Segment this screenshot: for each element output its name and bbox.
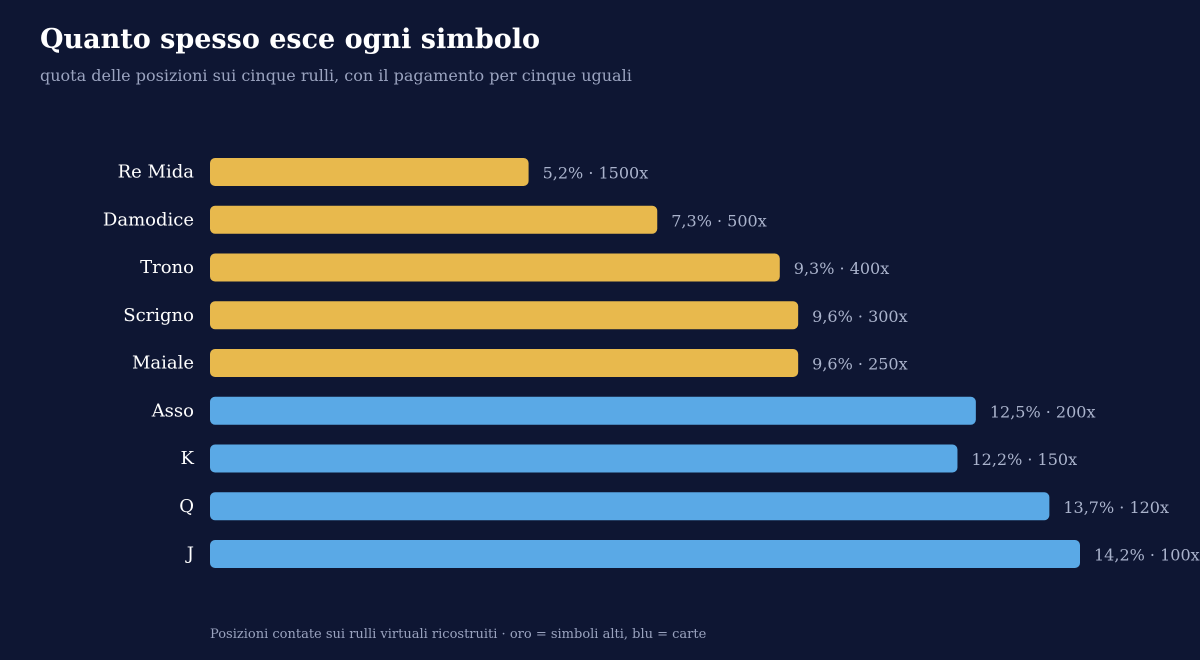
- chart-subtitle: quota delle posizioni sui cinque rulli, …: [40, 66, 632, 85]
- category-label: J: [185, 544, 194, 565]
- category-label: Maiale: [132, 353, 194, 374]
- bar: [210, 158, 529, 186]
- bar: [210, 444, 958, 473]
- value-label: 9,6% · 250x: [812, 355, 907, 374]
- bar: [210, 492, 1050, 521]
- category-label: Trono: [140, 257, 194, 278]
- bar: [210, 301, 799, 330]
- bar-chart: Re Mida 5,2% · 1500x Damodice 7,3% · 500x Tr…: [103, 158, 1200, 568]
- chart-title: Quanto spesso esce ogni simbolo: [40, 24, 540, 55]
- category-label: K: [181, 448, 195, 469]
- chart-footnote: Posizioni contate sui rulli virtuali ric…: [210, 627, 707, 642]
- category-label: Scrigno: [123, 305, 194, 326]
- value-label: 5,2% · 1500x: [543, 164, 649, 183]
- bar: [210, 349, 799, 377]
- bar: [210, 253, 780, 282]
- value-label: 9,3% · 400x: [794, 259, 889, 278]
- bar: [210, 540, 1080, 568]
- value-label: 12,5% · 200x: [990, 402, 1096, 421]
- category-label: Damodice: [103, 209, 194, 230]
- value-label: 9,6% · 300x: [812, 307, 907, 326]
- bar: [210, 396, 976, 425]
- bar: [210, 205, 658, 234]
- value-label: 12,2% · 150x: [971, 450, 1077, 469]
- category-label: Q: [179, 496, 194, 517]
- value-label: 7,3% · 500x: [671, 211, 766, 230]
- value-label: 13,7% · 120x: [1063, 498, 1169, 517]
- category-label: Asso: [151, 400, 194, 421]
- value-label: 14,2% · 100x: [1094, 546, 1200, 565]
- category-label: Re Mida: [118, 162, 195, 183]
